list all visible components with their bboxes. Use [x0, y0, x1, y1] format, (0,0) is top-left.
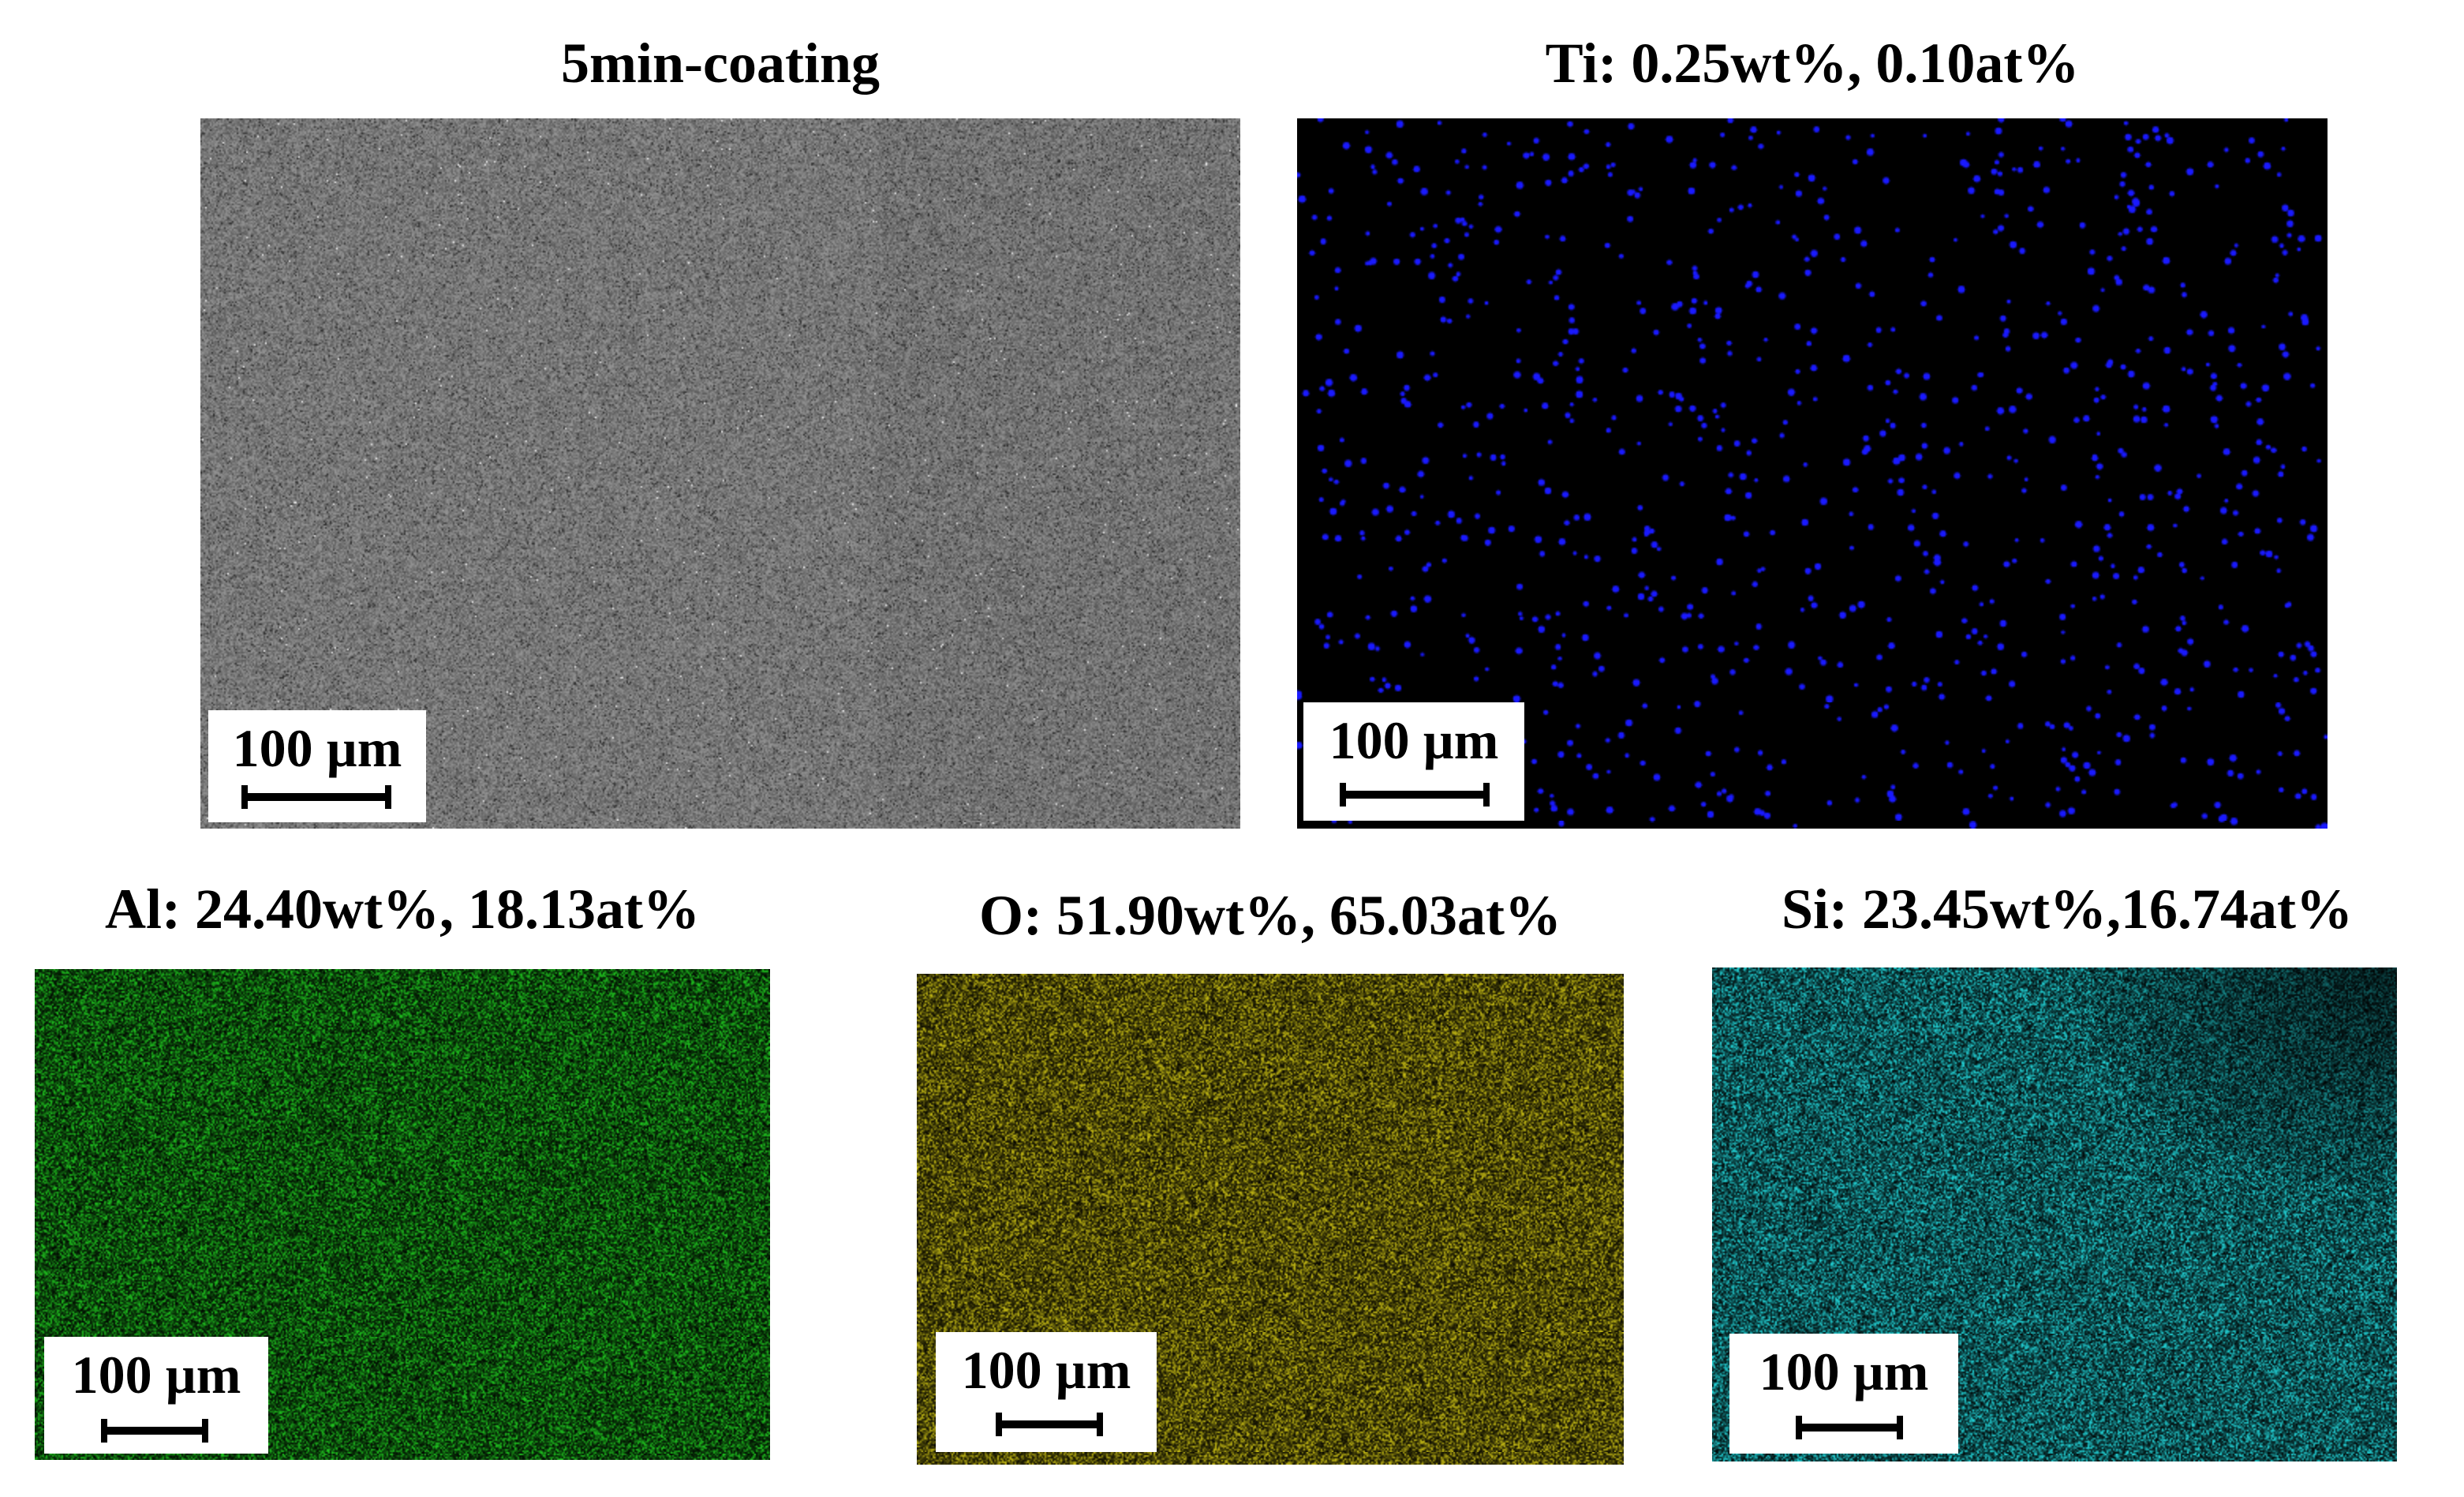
scalebar: 100 µm: [1303, 702, 1524, 821]
scalebar-label: 100 µm: [71, 1345, 241, 1405]
scalebar: 100 µm: [1729, 1334, 1958, 1454]
sem-image-panel: 100 µm: [200, 118, 1240, 829]
scalebar-label: 100 µm: [1329, 710, 1499, 770]
ti-map-panel: 100 µm: [1297, 118, 2328, 829]
scalebar-line: [996, 1413, 1103, 1436]
si-map-panel: 100 µm: [1712, 967, 2397, 1461]
panel-title-al: Al: 24.40wt%, 18.13at%: [105, 878, 700, 941]
scalebar-line: [1796, 1416, 1903, 1439]
scalebar-label: 100 µm: [1759, 1342, 1929, 1402]
o-map-panel: 100 µm: [917, 974, 1624, 1465]
panel-title-si: Si: 23.45wt%,16.74at%: [1782, 878, 2353, 941]
scalebar: 100 µm: [936, 1332, 1157, 1452]
scalebar-line: [1340, 783, 1490, 807]
scalebar: 100 µm: [44, 1337, 268, 1454]
scalebar-label: 100 µm: [232, 718, 402, 778]
scalebar-label: 100 µm: [961, 1340, 1131, 1400]
scalebar-line: [241, 785, 391, 809]
al-map-panel: 100 µm: [35, 969, 770, 1460]
panel-title-ti: Ti: 0.25wt%, 0.10at%: [1545, 32, 2080, 95]
panel-title-sem: 5min-coating: [561, 32, 880, 95]
scalebar: 100 µm: [208, 710, 426, 822]
panel-title-o: O: 51.90wt%, 65.03at%: [979, 884, 1561, 947]
scalebar-line: [101, 1419, 208, 1443]
